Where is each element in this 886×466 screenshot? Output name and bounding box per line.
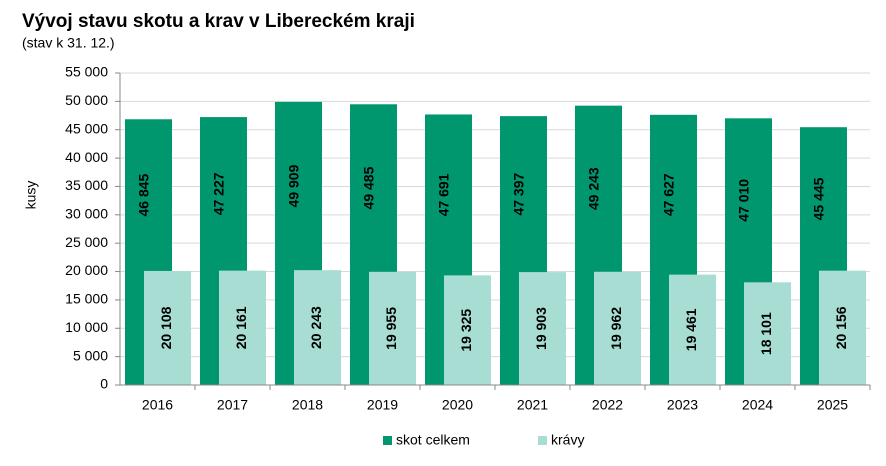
y-tick-label: 45 000 bbox=[65, 120, 108, 136]
value-label: 49 485 bbox=[361, 166, 377, 209]
x-tick-label: 2024 bbox=[742, 397, 773, 413]
value-label: 19 325 bbox=[458, 309, 474, 352]
chart-subtitle: (stav k 31. 12.) bbox=[22, 35, 115, 51]
bar bbox=[444, 275, 491, 385]
y-axis-label: kusy bbox=[23, 181, 39, 210]
x-tick-label: 2019 bbox=[367, 397, 398, 413]
x-tick-label: 2020 bbox=[442, 397, 473, 413]
value-label: 45 445 bbox=[811, 177, 827, 220]
y-tick-label: 25 000 bbox=[65, 234, 108, 250]
value-label: 19 962 bbox=[608, 307, 624, 350]
value-label: 47 227 bbox=[211, 172, 227, 215]
x-tick-label: 2017 bbox=[217, 397, 248, 413]
y-tick-label: 50 000 bbox=[65, 92, 108, 108]
y-tick-label: 10 000 bbox=[65, 319, 108, 335]
bar bbox=[744, 282, 791, 385]
value-label: 19 461 bbox=[683, 308, 699, 351]
value-label: 47 691 bbox=[436, 173, 452, 216]
value-label: 49 909 bbox=[286, 164, 302, 207]
bar bbox=[219, 270, 266, 385]
y-tick-label: 0 bbox=[100, 376, 108, 392]
value-label: 20 108 bbox=[158, 306, 174, 349]
value-label: 19 903 bbox=[533, 307, 549, 350]
y-tick-label: 30 000 bbox=[65, 206, 108, 222]
legend-swatch bbox=[383, 436, 392, 445]
value-label: 18 101 bbox=[758, 312, 774, 355]
y-tick-label: 20 000 bbox=[65, 262, 108, 278]
legend-label: skot celkem bbox=[396, 432, 470, 448]
value-label: 46 845 bbox=[136, 173, 152, 216]
bar bbox=[369, 271, 416, 385]
value-label: 19 955 bbox=[383, 307, 399, 350]
bar bbox=[294, 270, 341, 385]
value-label: 49 243 bbox=[586, 167, 602, 210]
value-label: 47 010 bbox=[736, 179, 752, 222]
y-tick-label: 35 000 bbox=[65, 177, 108, 193]
x-tick-label: 2018 bbox=[292, 397, 323, 413]
bar bbox=[819, 270, 866, 385]
value-label: 20 243 bbox=[308, 306, 324, 349]
x-tick-label: 2023 bbox=[667, 397, 698, 413]
x-tick-label: 2022 bbox=[592, 397, 623, 413]
x-tick-label: 2021 bbox=[517, 397, 548, 413]
x-tick-label: 2025 bbox=[817, 397, 848, 413]
bar bbox=[519, 272, 566, 385]
value-label: 47 397 bbox=[511, 172, 527, 215]
y-tick-label: 5 000 bbox=[73, 347, 108, 363]
value-label: 20 156 bbox=[833, 306, 849, 349]
legend-label: krávy bbox=[551, 432, 584, 448]
value-label: 47 627 bbox=[661, 173, 677, 216]
y-tick-label: 40 000 bbox=[65, 149, 108, 165]
y-tick-label: 15 000 bbox=[65, 291, 108, 307]
chart-title: Vývoj stavu skotu a krav v Libereckém kr… bbox=[22, 11, 415, 32]
bar bbox=[144, 270, 191, 385]
bar bbox=[594, 271, 641, 385]
x-tick-label: 2016 bbox=[142, 397, 173, 413]
y-tick-label: 55 000 bbox=[65, 64, 108, 80]
value-label: 20 161 bbox=[233, 306, 249, 349]
legend-swatch bbox=[538, 436, 547, 445]
bar bbox=[669, 274, 716, 385]
